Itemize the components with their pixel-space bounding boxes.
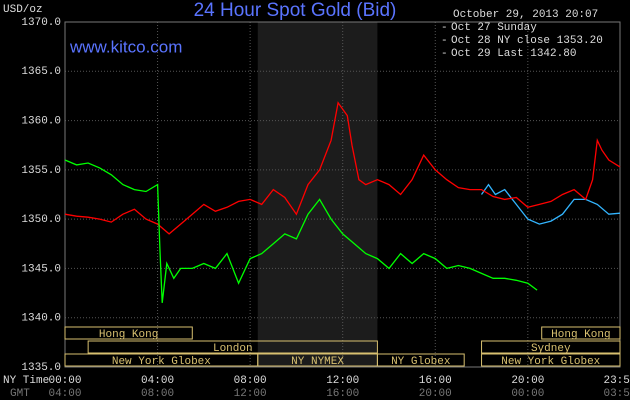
session-label: NY NYMEX xyxy=(291,356,344,368)
legend-marker: - xyxy=(441,48,448,60)
x-tick-label: 20:00 xyxy=(511,375,544,387)
timestamp: October 29, 2013 20:07 xyxy=(453,9,598,21)
y-tick-label: 1335.0 xyxy=(21,362,61,374)
y-tick-label: 1350.0 xyxy=(21,214,61,226)
session-label: New York Globex xyxy=(501,356,600,368)
x-tick-label: 12:00 xyxy=(326,375,359,387)
x-tick-label: 23:59 xyxy=(603,375,630,387)
x2-tick-label: 00:00 xyxy=(511,388,544,400)
session-label: NY Globex xyxy=(391,356,451,368)
chart-title: 24 Hour Spot Gold (Bid) xyxy=(194,0,397,21)
x2-tick-label: 08:00 xyxy=(141,388,174,400)
y-tick-label: 1360.0 xyxy=(21,115,61,127)
session-box xyxy=(541,326,621,340)
legend-label: Oct 29 Last 1342.80 xyxy=(451,48,576,60)
legend-label: Oct 27 Sunday xyxy=(451,22,537,34)
session-label: London xyxy=(213,343,253,355)
x2-tick-label: 16:00 xyxy=(326,388,359,400)
session-label: New York Globex xyxy=(112,356,211,368)
x2-axis-label: GMT xyxy=(10,388,30,400)
x2-tick-label: 03:59 xyxy=(603,388,630,400)
session-box xyxy=(481,353,621,367)
session-box xyxy=(376,353,465,367)
session-box xyxy=(87,340,378,354)
x-tick-label: 04:00 xyxy=(141,375,174,387)
site-label: www.kitco.com xyxy=(69,37,182,56)
legend-marker: - xyxy=(441,35,448,47)
session-label: Hong Kong xyxy=(551,329,610,341)
x2-tick-label: 20:00 xyxy=(419,388,452,400)
y-tick-label: 1370.0 xyxy=(21,17,61,29)
highlight-band xyxy=(257,22,378,367)
series-line xyxy=(64,159,538,303)
x-axis-label: NY Time xyxy=(3,375,49,387)
series-line xyxy=(64,101,621,235)
session-label: Sydney xyxy=(531,343,571,355)
series-line xyxy=(480,183,621,225)
x2-tick-label: 12:00 xyxy=(234,388,267,400)
y-tick-label: 1345.0 xyxy=(21,263,61,275)
y-axis-label: USD/oz xyxy=(3,4,43,16)
session-label: Hong Kong xyxy=(99,329,158,341)
x-tick-label: 08:00 xyxy=(234,375,267,387)
x-tick-label: 16:00 xyxy=(419,375,452,387)
y-tick-label: 1355.0 xyxy=(21,165,61,177)
y-tick-label: 1365.0 xyxy=(21,66,61,78)
session-box xyxy=(64,326,193,340)
x2-tick-label: 04:00 xyxy=(48,388,81,400)
x-tick-label: 00:00 xyxy=(48,375,81,387)
legend-label: Oct 28 NY close 1353.20 xyxy=(451,35,603,47)
session-box xyxy=(481,340,621,354)
plot-frame xyxy=(64,21,621,368)
legend-marker: - xyxy=(441,22,448,34)
y-tick-label: 1340.0 xyxy=(21,313,61,325)
